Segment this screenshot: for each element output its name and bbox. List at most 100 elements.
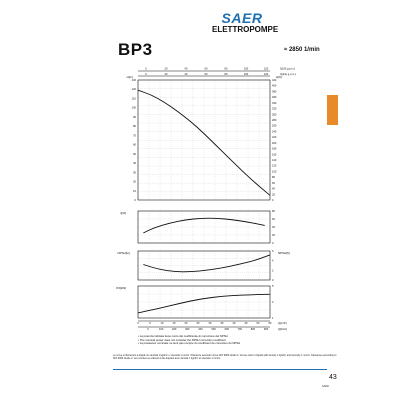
y-tick-label: 300	[272, 112, 277, 116]
y-tick-label: 120	[132, 87, 137, 91]
section-tab	[327, 95, 338, 125]
y-tick-label: 0	[272, 198, 274, 202]
y-tick-label: 340	[272, 101, 277, 105]
footer-divider	[113, 369, 327, 370]
top-axis-2-tick: 20	[165, 72, 168, 76]
footer-text: Le curve si riferiscono a liquidi con de…	[113, 354, 337, 360]
y-tick-label: 20	[272, 233, 275, 237]
head-ylabel-ft: H[ft]	[276, 75, 282, 79]
bottom-axis-1-tick: 20	[185, 321, 188, 325]
y-tick-label: 4	[272, 259, 274, 263]
top-axis-1-tick: 60	[205, 67, 208, 71]
y-tick-label: 0	[135, 198, 137, 202]
top-axis-1-label: Q[US g.p.m.]	[280, 67, 295, 71]
bottom-axis-2-tick: 200	[172, 327, 177, 331]
y-tick-label: 160	[272, 152, 277, 156]
bottom-axis-1-tick: 55	[269, 321, 272, 325]
y-tick-label: 280	[272, 118, 277, 122]
y-tick-label: 6	[272, 249, 274, 253]
note-line: • La puissance nominale ne tient pas com…	[138, 341, 241, 346]
brand-name: SAER	[221, 10, 263, 26]
top-axis-1-tick: 120	[264, 67, 269, 71]
top-axis-2-label: Q[Imp g.p.m.]	[280, 72, 296, 76]
y-tick-label: 60	[272, 181, 275, 185]
plot-frame	[137, 79, 271, 201]
y-tick-label: 400	[272, 84, 277, 88]
bottom-axis-1-tick: 5	[149, 321, 151, 325]
y-tick-label: 0	[272, 278, 274, 282]
power-ylabel: P2[kW]	[116, 286, 126, 290]
y-tick-label: 100	[132, 106, 137, 110]
top-axis-1-tick: 100	[244, 67, 249, 71]
y-tick-label: 60	[133, 143, 136, 147]
bottom-axis-1-tick: 0	[137, 321, 139, 325]
plot-frame	[137, 250, 271, 281]
bottom-axis-2-tick: 400	[198, 327, 203, 331]
y-tick-label: 240	[272, 129, 277, 133]
y-tick-label: 200	[272, 141, 277, 145]
y-tick-label: 30	[133, 170, 136, 174]
y-tick-label: 40	[272, 187, 275, 191]
y-tick-label: 3	[272, 300, 274, 304]
y-tick-label: 80	[133, 124, 136, 128]
head-curve	[137, 89, 271, 196]
top-axis-2-tick: 0	[145, 72, 147, 76]
y-tick-label: 100	[272, 169, 277, 173]
page-number: 43	[329, 374, 337, 381]
model-title: BP3	[118, 40, 153, 59]
y-tick-label: 60	[272, 217, 275, 221]
bottom-axis-2-tick: 700	[238, 327, 243, 331]
y-tick-label: 1	[272, 316, 274, 320]
bottom-axis-2-tick: 0	[147, 327, 149, 331]
bottom-axis-2-tick: 600	[225, 327, 230, 331]
top-axis-1-tick: 0	[145, 67, 147, 71]
top-axis-1-tick: 40	[185, 67, 188, 71]
bottom-axis-1-tick: 10	[161, 321, 164, 325]
top-axis-2-tick: 100	[244, 72, 249, 76]
y-tick-label: 20	[272, 192, 275, 196]
brand-subtitle: ELETTROPOMPE	[212, 25, 279, 34]
bottom-axis-1-tick: 30	[209, 321, 212, 325]
npsh-ylabel: NPSH[m]	[117, 251, 130, 255]
y-tick-label: 70	[133, 133, 136, 137]
bottom-axis-1-tick: 15	[173, 321, 176, 325]
y-tick-label: 380	[272, 89, 277, 93]
y-tick-label: 360	[272, 95, 277, 99]
bottom-axis-2-tick: 800	[251, 327, 256, 331]
y-tick-label: 10	[133, 189, 136, 193]
bottom-axis-2-tick: 300	[185, 327, 190, 331]
bottom-axis-1-tick: 35	[221, 321, 224, 325]
y-tick-label: 130	[132, 78, 137, 82]
note-line: • La potenza indicata tiene conto del co…	[138, 334, 228, 338]
y-tick-label: 20	[133, 180, 136, 184]
bottom-axis-2-tick: 500	[211, 327, 216, 331]
y-tick-label: 180	[272, 147, 277, 151]
y-tick-label: 140	[272, 158, 277, 162]
y-tick-label: 2	[272, 268, 274, 272]
bottom-axis-2-tick: 900	[264, 327, 269, 331]
bottom-axis-1-label: Q[m³/h]	[278, 321, 287, 325]
notes-block: • La potenza indicata tiene conto del co…	[138, 334, 338, 346]
bottom-axis-2-label: Q[l/min]	[278, 327, 287, 331]
note-line: • The nominal power does not consider th…	[138, 337, 226, 342]
y-tick-label: 320	[272, 107, 277, 111]
y-tick-label: 40	[272, 225, 275, 229]
bottom-axis-1-tick: 25	[197, 321, 200, 325]
plot-frame	[137, 285, 271, 319]
y-tick-label: 260	[272, 124, 277, 128]
bottom-axis-2-tick: 100	[159, 327, 164, 331]
efficiency-ylabel: η[%]	[120, 211, 126, 215]
y-tick-label: 110	[132, 96, 137, 100]
y-tick-label: 420	[272, 78, 277, 82]
y-tick-label: 90	[133, 115, 136, 119]
head-ylabel: H[m]	[127, 75, 133, 79]
y-tick-label: 40	[133, 161, 136, 165]
plot-frame	[137, 210, 271, 244]
y-tick-label: 5	[272, 284, 274, 288]
top-axis-2-tick: 120	[264, 72, 269, 76]
bottom-axis-1-tick: 45	[245, 321, 248, 325]
y-tick-label: 80	[272, 175, 275, 179]
power-curve	[137, 293, 271, 314]
